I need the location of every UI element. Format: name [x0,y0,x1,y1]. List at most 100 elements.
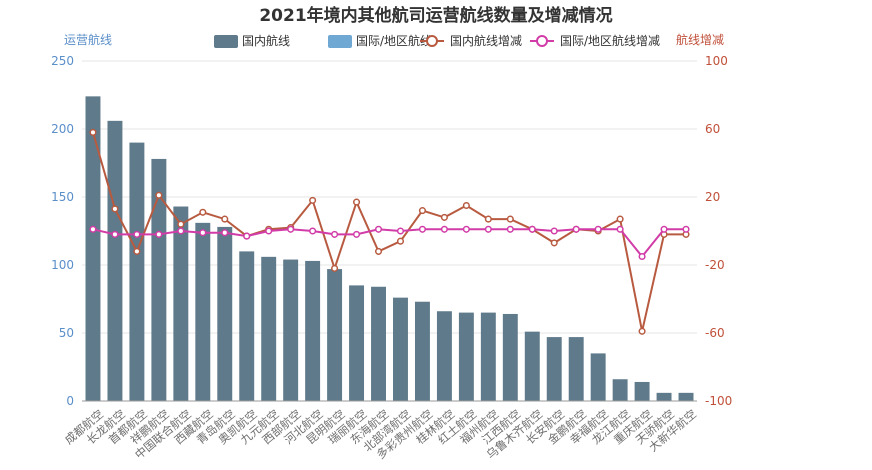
point-international-change-13 [374,225,383,233]
point-domestic-change-19 [506,215,514,223]
bar-domestic-1 [107,120,123,401]
bar-domestic-24 [612,379,628,401]
y-left-tick-label: 200 [51,122,74,136]
legend-marker-3 [536,35,548,47]
y-right-tick-label: -60 [705,326,725,340]
point-domestic-change-11 [331,264,339,272]
bar-domestic-12 [349,285,365,401]
point-international-change-0 [89,225,97,233]
bar-domestic-27 [678,392,694,401]
bar-domestic-14 [393,297,408,401]
bar-domestic-15 [414,301,430,401]
bar-domestic-18 [480,312,496,401]
bar-domestic-11 [327,269,343,401]
point-domestic-change-6 [221,215,229,223]
point-domestic-change-10 [309,196,317,204]
point-domestic-change-14 [396,237,405,245]
point-international-change-21 [550,227,558,235]
point-international-change-20 [528,225,536,233]
point-international-change-7 [243,232,251,240]
y-right-tick-label: -100 [705,394,732,408]
legend-swatch-0 [214,35,238,48]
bar-series [85,96,694,402]
point-international-change-24 [616,225,624,233]
line-series [89,128,690,335]
point-domestic-change-3 [155,191,163,199]
point-domestic-change-2 [133,247,141,255]
bar-domestic-8 [261,256,277,401]
point-domestic-change-25 [638,327,646,335]
point-international-change-2 [133,230,141,238]
point-international-change-27 [682,225,690,233]
point-domestic-change-16 [440,213,448,221]
point-international-change-23 [594,225,602,233]
bar-domestic-16 [436,311,452,401]
y-left-tick-label: 50 [59,326,74,340]
y-left-tick-label: 100 [51,258,74,272]
point-domestic-change-18 [484,215,492,223]
point-international-change-12 [353,230,361,238]
point-international-change-22 [572,225,580,233]
point-domestic-change-15 [418,207,426,215]
y-left-tick-label: 150 [51,190,74,204]
y-left-tick-label: 250 [51,54,74,68]
point-domestic-change-13 [374,247,383,255]
bar-domestic-21 [546,337,562,401]
point-international-change-14 [396,227,405,235]
bar-domestic-20 [524,331,540,401]
point-international-change-15 [418,225,426,233]
legend-label: 国际/地区航线增减 [560,33,660,48]
bar-domestic-3 [151,158,167,401]
y-left-tick-label: 0 [66,394,74,408]
bar-domestic-4 [173,206,189,401]
legend: 国内航线 国际/地区航线 国内航线增减 国际/地区航线增减 [214,33,660,48]
point-domestic-change-1 [111,205,119,213]
point-international-change-17 [462,225,470,233]
bar-domestic-9 [283,259,299,401]
bar-domestic-10 [305,260,321,401]
point-domestic-change-5 [199,208,207,216]
point-international-change-8 [265,227,273,235]
bar-domestic-5 [195,222,211,401]
bar-domestic-6 [217,226,233,401]
point-international-change-5 [199,229,207,237]
y-right-tick-label: 20 [705,190,720,204]
bar-domestic-19 [502,313,518,401]
bar-domestic-0 [85,96,101,402]
point-international-change-1 [111,230,119,238]
legend-swatch-1 [328,35,352,48]
bar-domestic-17 [458,312,474,401]
legend-label: 国内航线增减 [450,33,522,48]
point-domestic-change-21 [550,239,558,247]
bar-domestic-22 [568,337,584,401]
point-international-change-3 [155,230,163,238]
point-international-change-19 [506,225,514,233]
y-right-tick-label: -20 [705,258,725,272]
bar-domestic-7 [239,251,255,401]
point-international-change-4 [177,227,185,235]
point-international-change-10 [309,227,317,235]
y-axis-left-label: 运营航线 [64,32,112,47]
y-right-tick-label: 100 [705,54,728,68]
bar-domestic-2 [129,142,145,401]
point-international-change-9 [287,225,295,233]
bar-domestic-25 [634,381,650,401]
point-domestic-change-4 [177,220,185,228]
legend-marker-2 [426,35,438,47]
bar-domestic-26 [656,392,672,401]
point-international-change-6 [221,229,229,237]
point-international-change-18 [484,225,492,233]
point-domestic-change-12 [353,198,361,206]
point-domestic-change-24 [616,215,624,223]
bar-domestic-23 [590,353,606,401]
y-axis-right-label: 航线增减 [676,32,724,47]
line-series-international-change [92,228,687,259]
point-international-change-11 [331,230,339,238]
chart-title: 2021年境内其他航司运营航线数量及增减情况 [259,5,612,26]
point-international-change-25 [638,252,646,261]
point-international-change-16 [440,225,448,233]
legend-label: 国内航线 [242,33,290,48]
y-right-tick-label: 60 [705,122,720,136]
